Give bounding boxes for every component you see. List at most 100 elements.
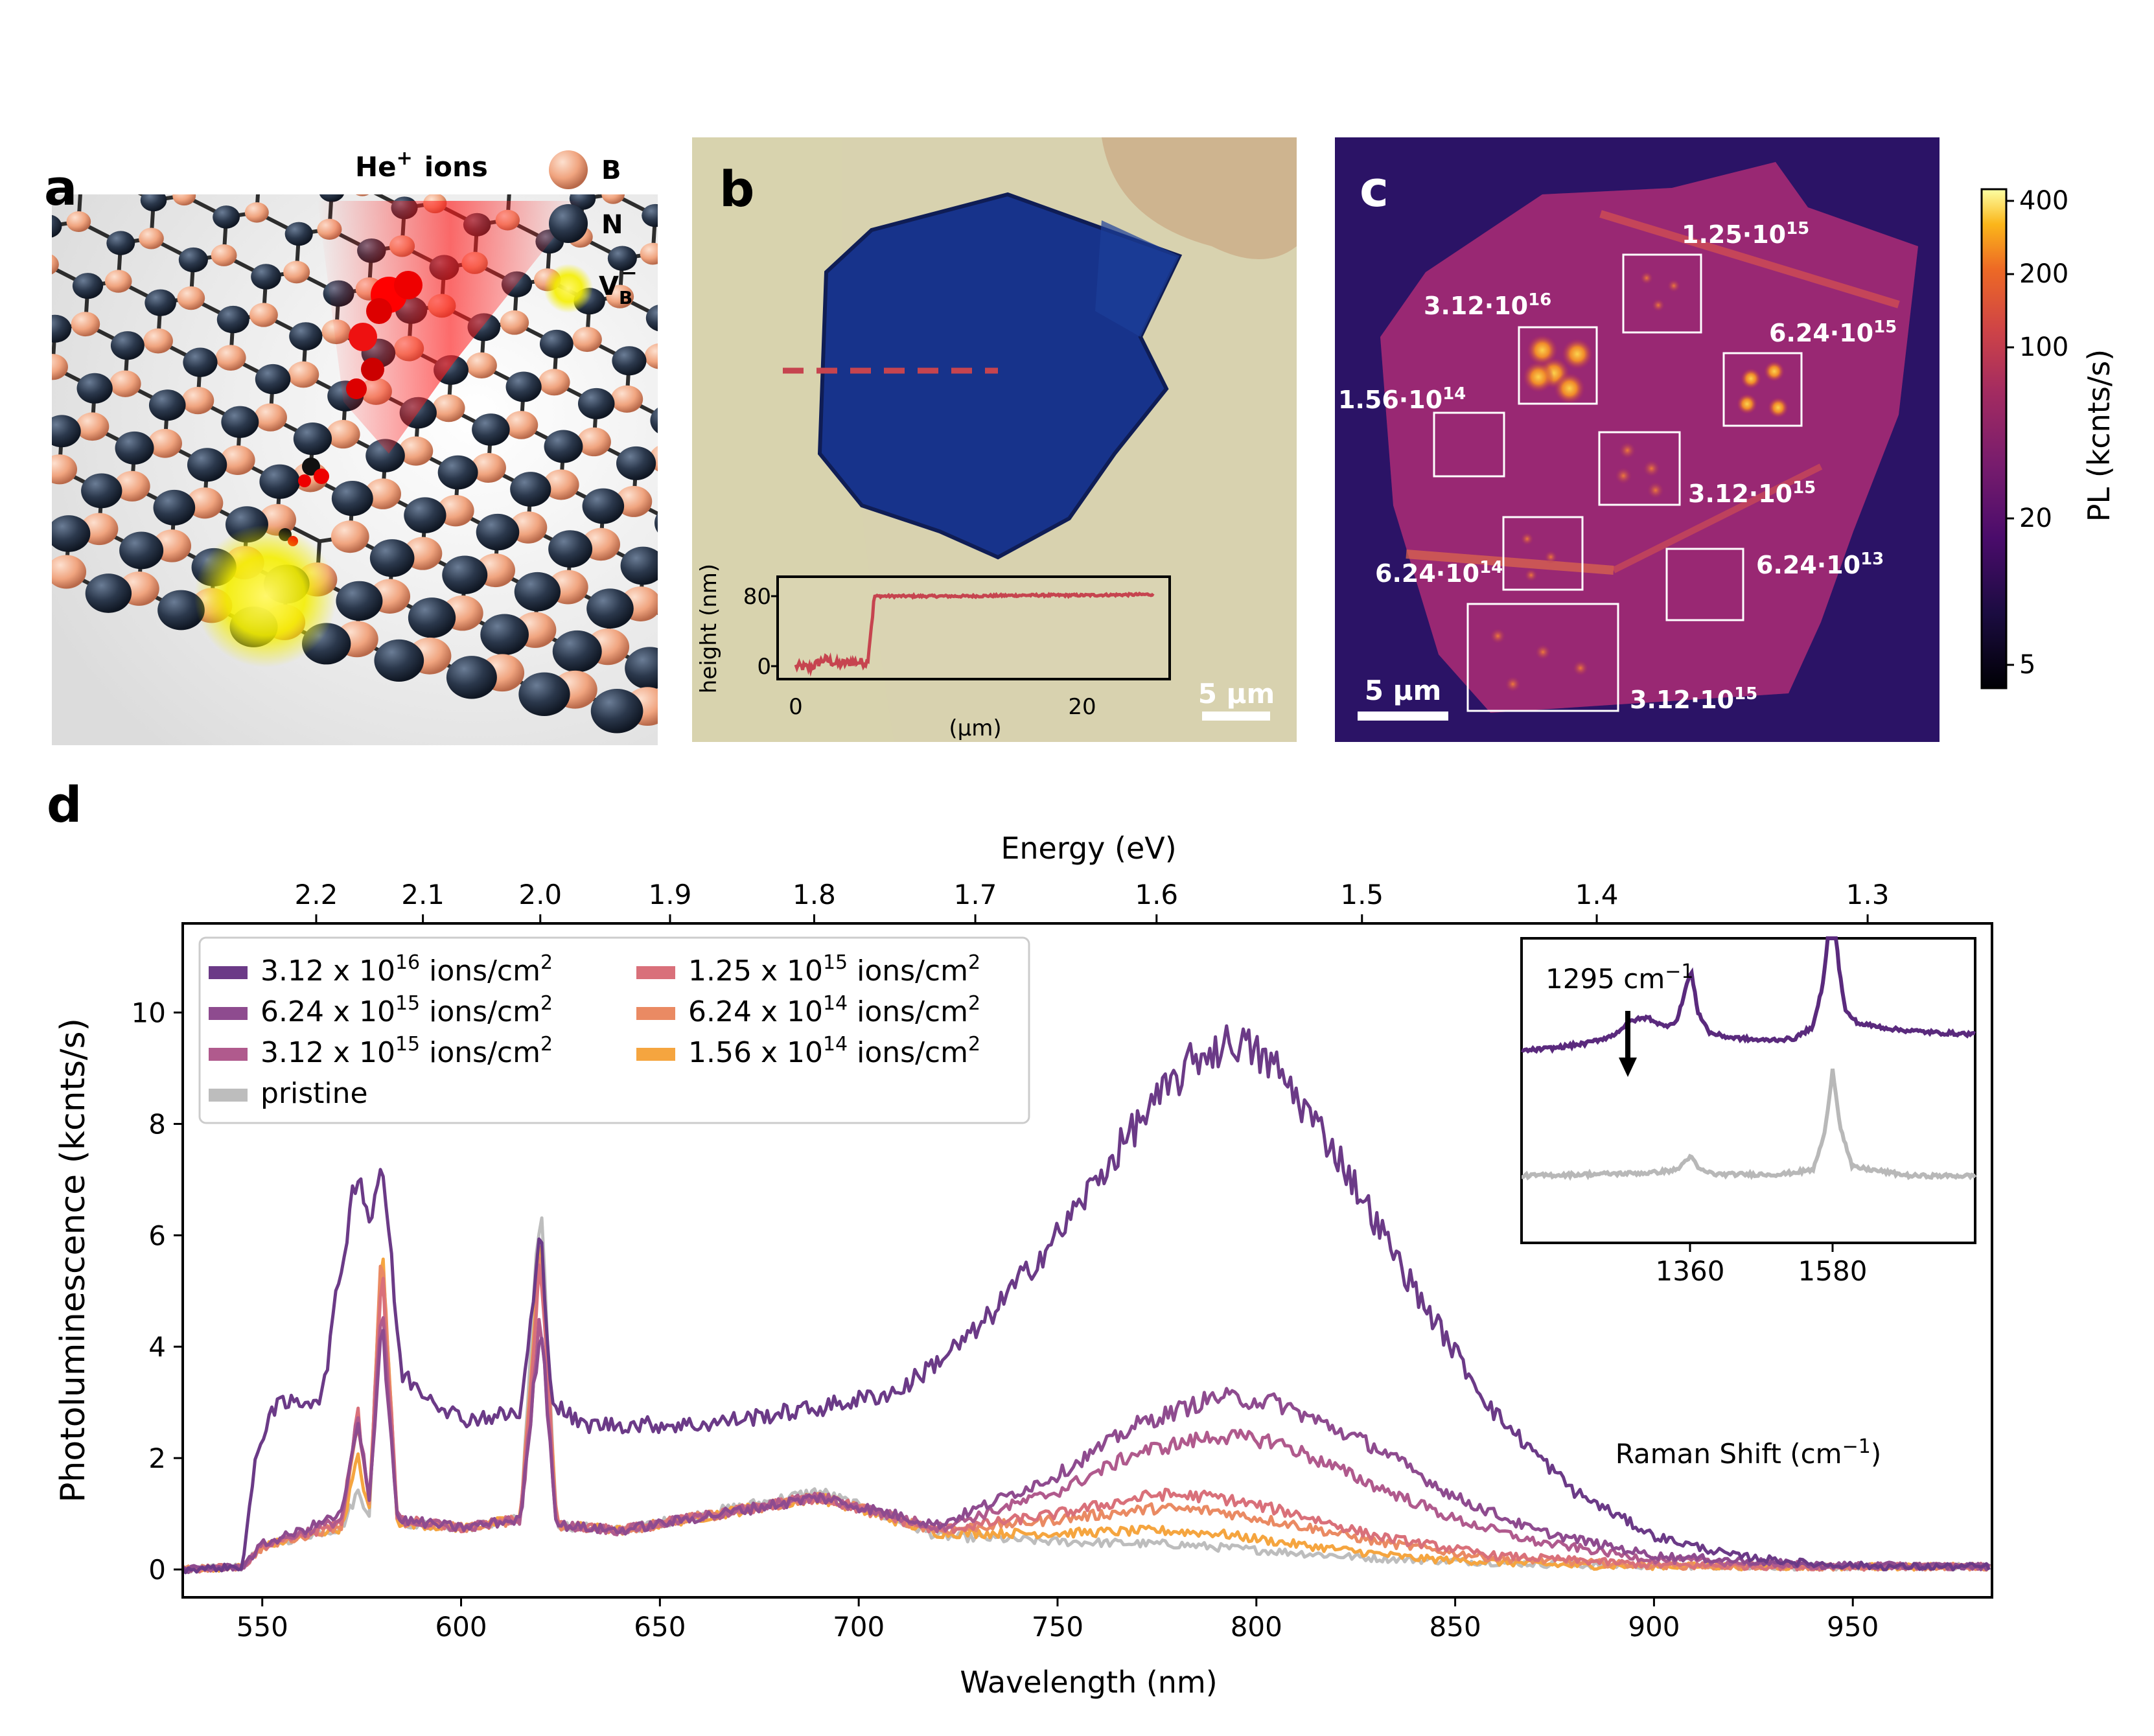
- boron-atom: [330, 520, 369, 553]
- nitrogen-atom: [0, 257, 30, 282]
- pl-spectrum-plot: 550 600 650 700 750 800 850 900 950 0 2 4 6 8 10 2.2 2.1…: [132, 879, 1991, 1643]
- height-profile-line: [794, 591, 1155, 677]
- scalebar-b: [1202, 712, 1270, 721]
- panel-b: b height (nm) 80 0 0 20 (μm) 5 μm: [692, 137, 1297, 742]
- boron-atom: [326, 420, 360, 449]
- top-tick-label-1.8: 1.8: [793, 879, 836, 910]
- nitrogen-atom: [552, 630, 602, 673]
- implantation-spot: [1527, 334, 1558, 366]
- nitrogen-atom: [586, 588, 634, 629]
- lattice-bond: [32, 21, 34, 60]
- nitrogen-atom: [607, 246, 637, 271]
- legend-label-1: 6.24 x 1015 ions/cm2: [261, 992, 553, 1028]
- boron-atom: [279, 160, 301, 179]
- lattice-bond: [510, 178, 540, 182]
- top-tick-label-2.2: 2.2: [295, 879, 338, 910]
- boron-atom: [57, 10, 73, 23]
- legend: 3.12 x 1016 ions/cm2 6.24 x 1015 ions/cm2…: [198, 936, 1030, 1124]
- inset-ytick-80: 80: [743, 584, 771, 610]
- y-tick-label-4: 4: [148, 1331, 166, 1363]
- lattice-bond: [210, 51, 252, 72]
- lattice-bond: [20, 371, 23, 410]
- legend-label-6: pristine: [261, 1077, 368, 1110]
- y-tick-label-6: 6: [148, 1220, 166, 1251]
- boron-atom: [254, 403, 287, 432]
- implantation-spot: [1520, 532, 1534, 546]
- nitrogen-atom: [81, 473, 122, 509]
- raman-tick-label-1580: 1580: [1798, 1255, 1868, 1287]
- lattice-bond: [187, 153, 217, 157]
- lattice-bond: [250, 110, 292, 132]
- dose-box-7: [1665, 548, 1744, 621]
- nitrogen-atom: [85, 573, 132, 613]
- boron-atom: [114, 470, 150, 502]
- nitrogen-atom: [0, 156, 21, 177]
- colorbar: 400 200 100 20 5 PL (kcnts/s): [1980, 186, 2116, 689]
- nitrogen-atom: [221, 406, 259, 438]
- nitrogen-atom: [115, 431, 154, 465]
- boron-atom: [240, 102, 260, 119]
- boron-atom: [543, 469, 579, 500]
- lattice-bond: [81, 179, 111, 183]
- nitrogen-atom: [209, 105, 231, 124]
- lattice-bond: [145, 98, 147, 136]
- boron-atom: [96, 69, 114, 84]
- lattice-bond: [660, 318, 662, 356]
- x-tick-label-950: 950: [1827, 1611, 1879, 1643]
- nitrogen-atom: [645, 305, 658, 332]
- nitrogen-atom: [140, 194, 167, 212]
- lattice-bond: [6, 167, 8, 205]
- inset-frame: [776, 575, 1171, 680]
- x-tick-label-800: 800: [1231, 1611, 1282, 1643]
- lattice-bond: [219, 110, 249, 115]
- nitrogen-atom: [480, 614, 529, 655]
- lattice-bond: [145, 136, 187, 157]
- nitrogen-atom: [170, 47, 189, 63]
- boron-atom: [143, 328, 173, 354]
- dose-boxes: [1433, 253, 1803, 712]
- nitrogen-atom: [30, 114, 52, 133]
- lattice-bond: [0, 350, 22, 371]
- implantation-spot: [1573, 660, 1588, 676]
- lattice-bond: [104, 76, 146, 98]
- nitrogen-atom: [442, 555, 488, 594]
- dose-box-1: [1622, 253, 1702, 334]
- implantation-spot: [1490, 628, 1506, 644]
- raman-line-1: [1522, 1069, 1977, 1181]
- boron-atom: [986, 770, 1036, 812]
- panel-letter-d: d: [47, 776, 82, 833]
- lattice-bond: [217, 115, 220, 153]
- implantation-spot: [1741, 368, 1761, 389]
- nitrogen-atom: [650, 408, 658, 434]
- nitrogen-atom: [654, 513, 658, 533]
- nitrogen-atom: [582, 488, 625, 524]
- nitrogen-atom: [319, 194, 344, 202]
- nitrogen-atom: [548, 530, 593, 568]
- implantation-spot: [1535, 644, 1551, 660]
- nitrogen-atom: [476, 513, 520, 551]
- nitrogen-atom: [0, 399, 8, 430]
- nitrogen-atom: [625, 647, 658, 689]
- nitrogen-atom: [612, 346, 647, 376]
- legend-swatch-5: [636, 1048, 675, 1061]
- legend-items: 3.12 x 1016 ions/cm2 6.24 x 1015 ions/cm2…: [209, 951, 980, 1110]
- legend-b: B: [549, 150, 621, 189]
- top-tick-label-1.4: 1.4: [1575, 879, 1619, 910]
- series-line-1: [183, 1328, 1991, 1574]
- boron-atom: [62, 111, 82, 128]
- lattice-bond: [41, 119, 72, 124]
- implantation-spot: [1615, 467, 1632, 485]
- implantation-spot: [1764, 361, 1785, 382]
- top-tick-label-1.9: 1.9: [649, 879, 692, 910]
- nitrogen-atom: [178, 247, 208, 273]
- nitrogen-atom: [145, 289, 176, 316]
- lattice-bond: [65, 17, 107, 38]
- y-tick-label-2: 2: [148, 1442, 166, 1474]
- boron-atom: [71, 312, 100, 337]
- boron-atom: [148, 428, 182, 458]
- inset-ylabel: height (nm): [696, 564, 722, 693]
- lattice-bond: [1011, 791, 1053, 812]
- top-tick-label-2.0: 2.0: [518, 879, 562, 910]
- scalebar-c-label: 5 μm: [1365, 675, 1442, 706]
